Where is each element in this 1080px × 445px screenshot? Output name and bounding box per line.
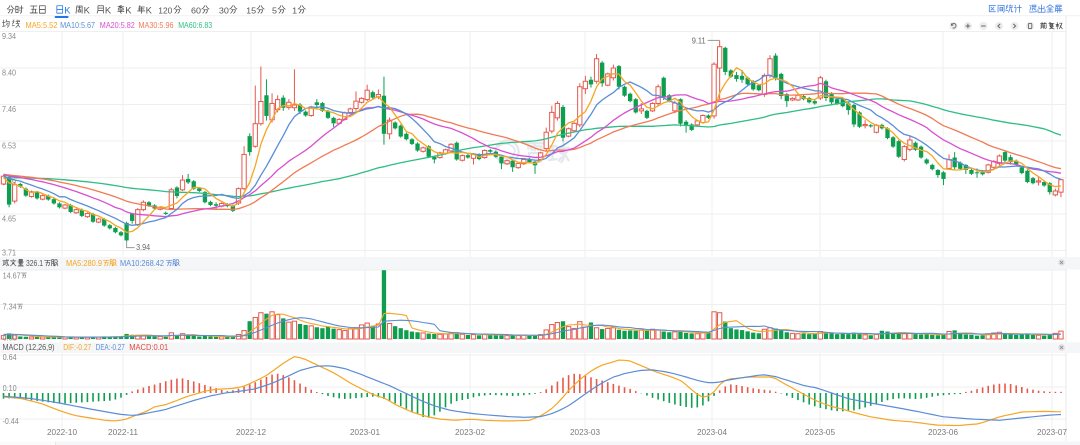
svg-text:1: 1 [292, 6, 297, 16]
svg-text:3.71: 3.71 [2, 248, 16, 258]
svg-text:2022-12: 2022-12 [236, 427, 266, 437]
svg-text:9.11: 9.11 [692, 35, 706, 45]
svg-text:2023-02: 2023-02 [455, 427, 485, 437]
svg-text:-0.44: -0.44 [3, 416, 19, 426]
svg-text:2022-11: 2022-11 [108, 427, 138, 437]
svg-text:MACD (12,26,9): MACD (12,26,9) [3, 342, 55, 352]
svg-text:2023-06: 2023-06 [928, 427, 958, 437]
svg-text:6.53: 6.53 [2, 140, 16, 150]
svg-text:5: 5 [272, 6, 277, 16]
svg-text:15: 15 [246, 6, 256, 16]
svg-text:120: 120 [158, 6, 172, 16]
svg-text:DEA:-0.27: DEA:-0.27 [96, 342, 125, 352]
svg-text:DIF:-0.27: DIF:-0.27 [63, 342, 91, 352]
svg-text:MA20:5.82: MA20:5.82 [100, 20, 135, 30]
svg-text:2023-03: 2023-03 [570, 427, 600, 437]
svg-text:14.67: 14.67 [3, 270, 21, 280]
svg-text:MA30:5.96: MA30:5.96 [139, 20, 174, 30]
svg-text:0.00: 0.00 [3, 332, 17, 342]
svg-text:7.46: 7.46 [2, 104, 16, 114]
svg-text:K: K [105, 5, 112, 16]
svg-text:9.34: 9.34 [2, 31, 16, 41]
svg-text:4.65: 4.65 [2, 213, 16, 223]
svg-text:K: K [64, 5, 71, 16]
svg-text:8.40: 8.40 [2, 67, 16, 77]
svg-text:MA10:5.67: MA10:5.67 [60, 20, 95, 30]
svg-text:0.64: 0.64 [3, 352, 17, 362]
svg-text:MA10:268.42: MA10:268.42 [120, 258, 164, 268]
svg-text:MACD:0.01: MACD:0.01 [129, 342, 168, 352]
svg-text:0.10: 0.10 [3, 383, 17, 393]
svg-text:60: 60 [191, 6, 201, 16]
svg-text:MA5:5.52: MA5:5.52 [26, 20, 58, 30]
svg-text:7.34: 7.34 [3, 302, 17, 312]
svg-text:K: K [125, 5, 132, 16]
svg-text:30: 30 [219, 6, 229, 16]
svg-text:MA5:280.9: MA5:280.9 [66, 258, 102, 268]
svg-text:MA60:6.83: MA60:6.83 [178, 20, 212, 30]
svg-text:326.1: 326.1 [26, 258, 43, 268]
svg-text:2023-01: 2023-01 [350, 427, 380, 437]
svg-text:K: K [84, 5, 91, 16]
svg-text:3.94: 3.94 [136, 242, 150, 252]
svg-text:2023-07: 2023-07 [1037, 427, 1067, 437]
svg-text:2023-05: 2023-05 [805, 427, 835, 437]
svg-text:2022-10: 2022-10 [47, 427, 77, 437]
svg-text:2023-04: 2023-04 [697, 427, 727, 437]
svg-text:K: K [146, 5, 153, 16]
